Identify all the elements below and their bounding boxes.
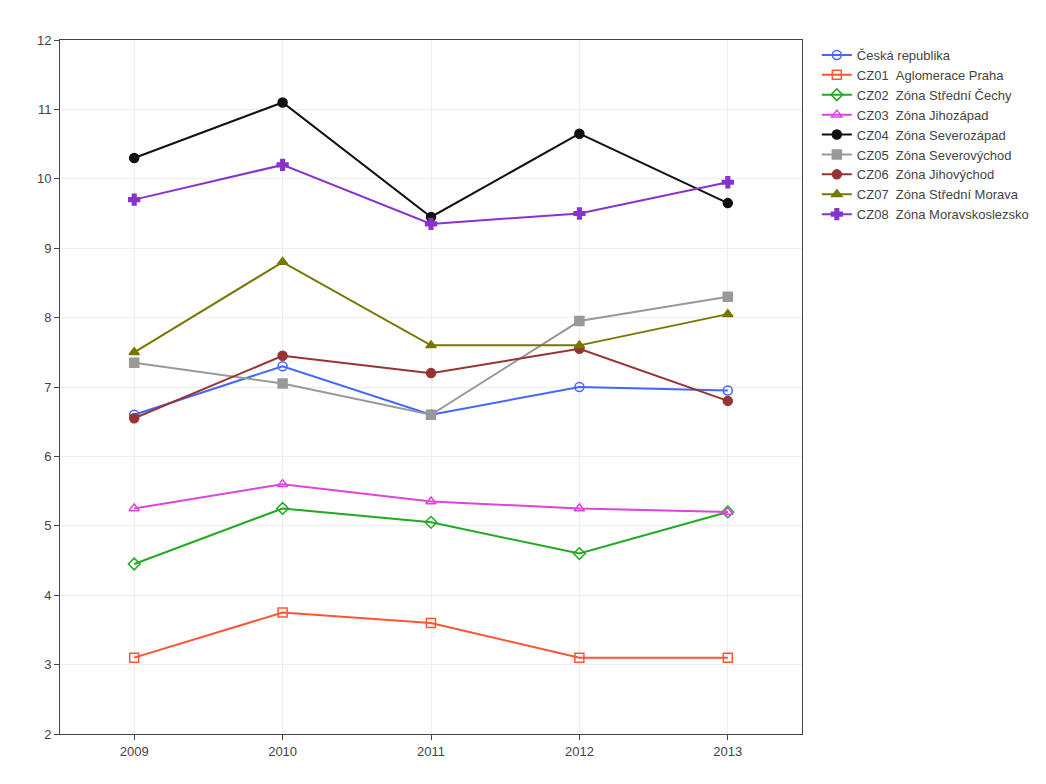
svg-text:10: 10 bbox=[37, 171, 51, 186]
svg-text:5: 5 bbox=[44, 518, 51, 533]
svg-text:11: 11 bbox=[38, 102, 52, 117]
svg-text:CZ06 Zóna Jihovýchod: CZ06 Zóna Jihovýchod bbox=[857, 167, 994, 182]
svg-text:CZ05 Zóna Severovýchod: CZ05 Zóna Severovýchod bbox=[857, 148, 1012, 163]
svg-text:2012: 2012 bbox=[565, 744, 594, 759]
svg-text:2009: 2009 bbox=[120, 744, 149, 759]
svg-text:CZ02 Zóna Střední Čechy: CZ02 Zóna Střední Čechy bbox=[857, 88, 1012, 103]
svg-text:CZ01 Aglomerace Praha: CZ01 Aglomerace Praha bbox=[857, 68, 1004, 83]
svg-text:CZ04 Zóna Severozápad: CZ04 Zóna Severozápad bbox=[857, 128, 1006, 143]
svg-text:9: 9 bbox=[44, 241, 51, 256]
svg-text:CZ08 Zóna Moravskoslezsko: CZ08 Zóna Moravskoslezsko bbox=[857, 207, 1029, 222]
svg-text:3: 3 bbox=[44, 657, 51, 672]
svg-text:CZ07 Zóna Střední Morava: CZ07 Zóna Střední Morava bbox=[857, 187, 1019, 202]
svg-text:Česká republika: Česká republika bbox=[857, 48, 951, 63]
svg-text:2: 2 bbox=[44, 727, 51, 742]
svg-text:2013: 2013 bbox=[713, 744, 742, 759]
svg-text:2011: 2011 bbox=[417, 744, 445, 759]
svg-text:CZ03 Zóna Jihozápad: CZ03 Zóna Jihozápad bbox=[857, 108, 989, 123]
svg-text:2010: 2010 bbox=[268, 744, 297, 759]
svg-text:12: 12 bbox=[37, 33, 51, 48]
svg-text:4: 4 bbox=[44, 588, 51, 603]
svg-text:6: 6 bbox=[44, 449, 51, 464]
svg-text:8: 8 bbox=[44, 310, 51, 325]
svg-text:7: 7 bbox=[44, 380, 51, 395]
